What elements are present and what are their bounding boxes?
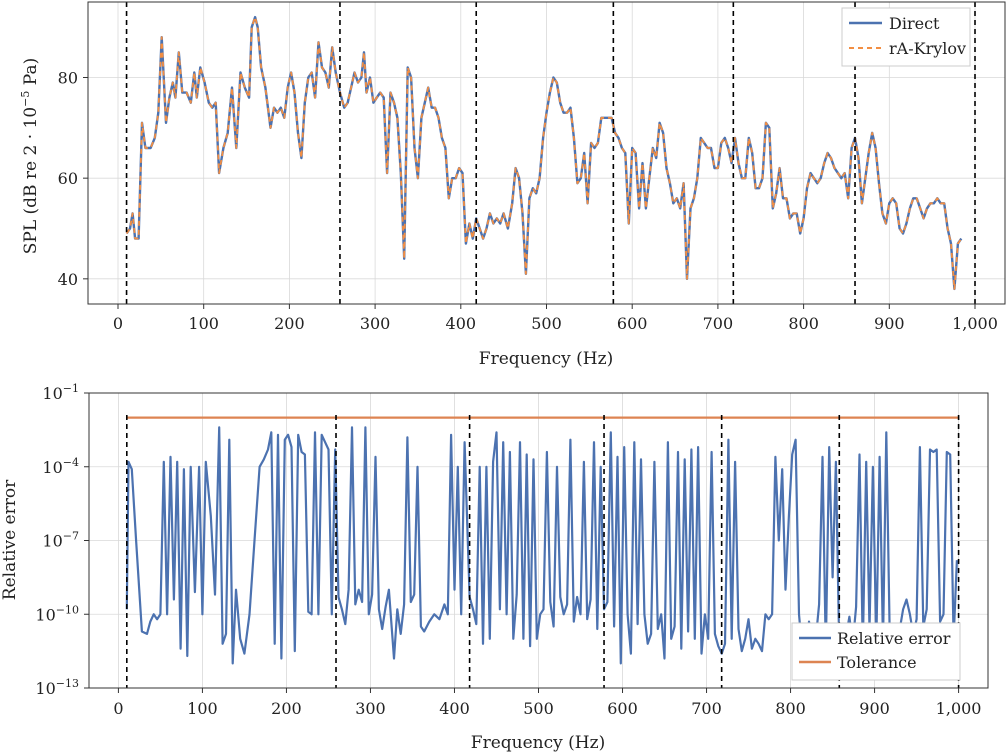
spl-chart: Frequency (Hz) SPL (dB re 2 · 10−5 Pa) 0… bbox=[19, 1, 1006, 369]
spl-legend-direct-label: Direct bbox=[889, 14, 940, 33]
spl-y-axis-label-main: SPL (dB re 2 · 10 bbox=[21, 107, 41, 254]
error-y-axis-label: Relative error bbox=[0, 479, 20, 600]
error-y-tick-label: 10−7 bbox=[42, 530, 79, 551]
error-y-tick-base: 10 bbox=[35, 605, 55, 624]
error-y-tick-label: 10−1 bbox=[42, 382, 79, 403]
error-y-tick-exponent: −4 bbox=[63, 456, 79, 469]
error-x-tick-label: 1,000 bbox=[936, 699, 982, 718]
error-y-tick-base: 10 bbox=[42, 384, 62, 403]
spl-x-tick-label: 800 bbox=[788, 314, 819, 333]
spl-x-tick-label: 600 bbox=[617, 314, 648, 333]
error-x-tick-label: 200 bbox=[271, 699, 302, 718]
error-x-axis-label: Frequency (Hz) bbox=[471, 733, 605, 752]
spl-rakrylov-line bbox=[125, 16, 963, 290]
error-y-tick-exponent: −10 bbox=[56, 603, 79, 616]
spl-plot-frame bbox=[87, 1, 1006, 305]
error-y-tick-base: 10 bbox=[42, 458, 62, 477]
spl-legend-rakrylov-label: rA-Krylov bbox=[889, 39, 966, 58]
error-x-tick-label: 500 bbox=[523, 699, 554, 718]
spl-x-tick-label: 0 bbox=[113, 314, 123, 333]
error-legend-box bbox=[791, 622, 961, 681]
error-y-tick-base: 10 bbox=[42, 532, 62, 551]
error-legend-relative-label: Relative error bbox=[837, 629, 951, 648]
spl-x-tick-label: 100 bbox=[188, 314, 219, 333]
relative-error-line bbox=[125, 426, 958, 665]
spl-x-tick-label: 500 bbox=[531, 314, 562, 333]
error-y-tick-label: 10−10 bbox=[35, 603, 79, 624]
spl-y-axis-label: SPL (dB re 2 · 10−5 Pa) bbox=[19, 58, 41, 255]
spl-y-axis-label-exponent: −5 bbox=[19, 91, 32, 107]
error-legend-tolerance-label: Tolerance bbox=[837, 653, 917, 672]
error-x-tick-label: 600 bbox=[607, 699, 638, 718]
spl-x-axis-label: Frequency (Hz) bbox=[479, 349, 613, 369]
spl-x-tick-label: 400 bbox=[446, 314, 477, 333]
spl-y-tick-label: 40 bbox=[58, 270, 78, 289]
error-x-tick-label: 400 bbox=[439, 699, 470, 718]
spl-x-tick-label: 700 bbox=[703, 314, 734, 333]
error-y-tick-exponent: −1 bbox=[63, 382, 79, 395]
relative-error-chart: Frequency (Hz) Relative error 0 100 200 300… bbox=[0, 382, 989, 752]
spl-x-tick-label: 200 bbox=[274, 314, 305, 333]
spl-x-tick-label: 1,000 bbox=[952, 314, 998, 333]
spl-y-axis-label-suffix: Pa) bbox=[21, 58, 41, 91]
error-y-tick-exponent: −7 bbox=[63, 530, 79, 543]
spl-y-tick-label: 80 bbox=[58, 69, 78, 88]
error-y-tick-label: 10−4 bbox=[42, 456, 79, 477]
spl-x-tick-label: 300 bbox=[360, 314, 391, 333]
spl-direct-line bbox=[125, 15, 963, 291]
error-y-tick-base: 10 bbox=[35, 679, 55, 698]
error-x-tick-label: 0 bbox=[113, 699, 123, 718]
error-x-tick-label: 100 bbox=[187, 699, 218, 718]
error-y-tick-label: 10−13 bbox=[35, 677, 79, 698]
error-x-tick-label: 300 bbox=[355, 699, 386, 718]
spl-legend-box bbox=[841, 7, 971, 67]
error-x-tick-label: 700 bbox=[691, 699, 722, 718]
error-x-tick-label: 800 bbox=[775, 699, 806, 718]
spl-y-tick-label: 60 bbox=[58, 169, 78, 188]
error-y-tick-exponent: −13 bbox=[56, 677, 79, 690]
error-plot-frame bbox=[88, 392, 989, 689]
error-x-tick-label: 900 bbox=[859, 699, 890, 718]
spl-x-tick-label: 900 bbox=[874, 314, 905, 333]
